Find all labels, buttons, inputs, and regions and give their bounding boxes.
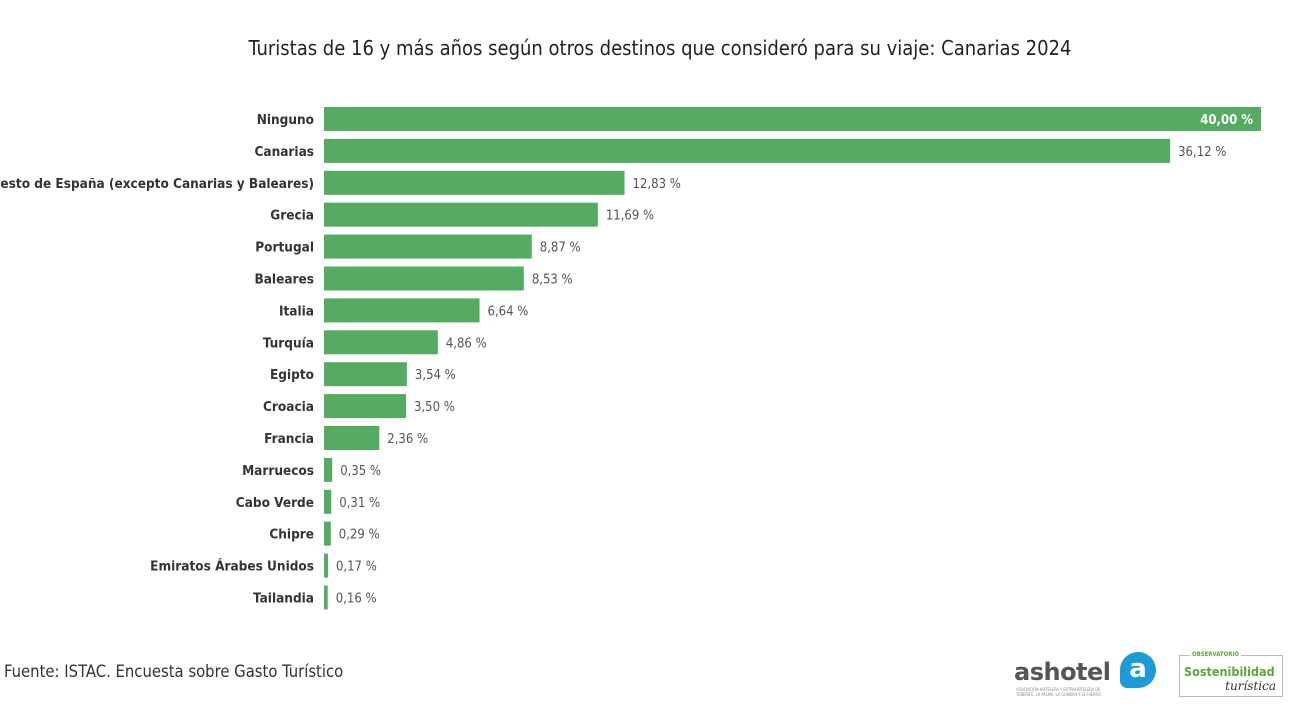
bar bbox=[324, 362, 407, 387]
category-label: Chipre bbox=[269, 527, 314, 543]
bar bbox=[324, 138, 1171, 163]
ashotel-subtitle: ASOCIACIÓN HOTELERA Y EXTRAHOTELERA DE T… bbox=[1016, 687, 1101, 697]
bar bbox=[324, 489, 332, 514]
category-label: Baleares bbox=[254, 272, 314, 288]
data-label: 3,50 % bbox=[414, 400, 455, 415]
category-label: Ninguno bbox=[257, 112, 314, 128]
category-label: Resto de España (excepto Canarias y Bale… bbox=[0, 176, 314, 192]
category-label: Egipto bbox=[270, 367, 314, 383]
bar bbox=[324, 298, 480, 323]
data-label: 2,36 % bbox=[387, 432, 428, 447]
chart-title: Turistas de 16 y más años según otros de… bbox=[248, 36, 1072, 60]
category-label: Turquía bbox=[263, 335, 314, 351]
data-label: 0,35 % bbox=[340, 464, 381, 479]
data-label: 8,87 % bbox=[540, 241, 581, 256]
data-label: 0,29 % bbox=[339, 528, 380, 543]
category-label: Croacia bbox=[263, 399, 314, 415]
category-label: Canarias bbox=[254, 144, 314, 160]
category-label: Tailandia bbox=[253, 591, 314, 607]
ashotel-wordmark: ashotel bbox=[1014, 658, 1111, 686]
observatorio-logo: OBSERVATORIO Sostenibilidad turística bbox=[1179, 651, 1283, 697]
category-label: Cabo Verde bbox=[236, 495, 314, 511]
source-note: Fuente: ISTAC. Encuesta sobre Gasto Turí… bbox=[4, 662, 344, 681]
category-label: Italia bbox=[279, 303, 314, 319]
bar bbox=[324, 457, 333, 482]
ashotel-logo: ashotel a ASOCIACIÓN HOTELERA Y EXTRAHOT… bbox=[1014, 652, 1156, 697]
observatorio-sub: turística bbox=[1225, 679, 1276, 693]
bar bbox=[324, 234, 532, 259]
bar bbox=[324, 170, 625, 195]
bar bbox=[324, 553, 328, 578]
bar bbox=[324, 426, 380, 450]
category-label: Grecia bbox=[270, 208, 314, 224]
category-label: Francia bbox=[264, 431, 314, 447]
data-label: 36,12 % bbox=[1178, 145, 1226, 160]
bar bbox=[324, 202, 598, 227]
data-label: 6,64 % bbox=[488, 304, 529, 319]
data-label: 0,17 % bbox=[336, 560, 377, 575]
category-label: Emiratos Árabes Unidos bbox=[150, 558, 314, 575]
data-label: 40,00 % bbox=[1200, 113, 1253, 128]
data-label: 3,54 % bbox=[415, 368, 456, 383]
data-label: 0,31 % bbox=[339, 496, 380, 511]
data-label: 4,86 % bbox=[446, 336, 487, 351]
bar-chart: Ninguno 40,00 % Canarias 36,12 % Resto de Es… bbox=[0, 107, 1261, 610]
bar bbox=[324, 585, 328, 610]
data-label: 11,69 % bbox=[606, 209, 654, 224]
bar bbox=[324, 107, 1261, 131]
observatorio-label: OBSERVATORIO bbox=[1190, 651, 1241, 658]
data-label: 12,83 % bbox=[633, 177, 681, 192]
ashotel-a-icon: a bbox=[1120, 652, 1156, 688]
bar bbox=[324, 330, 438, 355]
bar bbox=[324, 521, 331, 546]
observatorio-main: Sostenibilidad bbox=[1184, 664, 1275, 679]
data-label: 8,53 % bbox=[532, 273, 573, 288]
bar bbox=[324, 266, 524, 291]
category-label: Marruecos bbox=[242, 463, 314, 479]
data-label: 0,16 % bbox=[336, 592, 377, 607]
category-label: Portugal bbox=[255, 240, 314, 256]
bar bbox=[324, 394, 406, 419]
